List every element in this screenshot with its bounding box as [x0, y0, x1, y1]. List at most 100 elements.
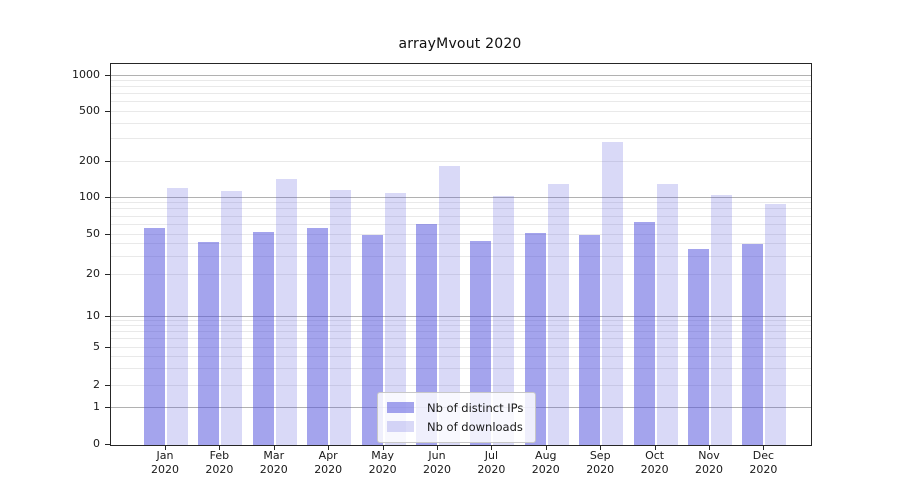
y-gridline-minor: [111, 355, 811, 357]
x-tick-label: Jan 2020: [135, 449, 195, 477]
bar-distinct-ips: [198, 242, 220, 445]
y-gridline-minor: [111, 215, 811, 217]
y-gridline-minor: [111, 346, 811, 348]
x-tick-mark: [165, 445, 166, 450]
x-tick-label-month: Jan: [156, 449, 174, 462]
x-tick-mark: [545, 445, 547, 450]
x-tick-mark: [709, 445, 710, 450]
bar-distinct-ips: [307, 228, 329, 445]
bar-downloads: [167, 188, 188, 445]
y-tick-label: 0: [93, 437, 100, 450]
bar-distinct-ips: [633, 222, 655, 445]
y-tick-mark: [105, 110, 110, 112]
y-gridline-minor: [111, 331, 811, 333]
bar-distinct-ips: [688, 249, 709, 445]
x-tick-label: Jul 2020: [461, 449, 521, 477]
x-tick-label-year: 2020: [205, 463, 234, 476]
bar-downloads: [330, 190, 352, 445]
y-gridline-minor: [111, 79, 811, 81]
y-gridline-minor: [111, 256, 811, 258]
x-tick-label-year: 2020: [749, 463, 778, 476]
x-tick-label-year: 2020: [423, 463, 451, 476]
x-tick-label: Sep 2020: [570, 449, 630, 477]
x-tick-label-month: Dec: [752, 449, 775, 462]
y-gridline-minor: [111, 138, 811, 140]
x-tick-label: Dec 2020: [733, 449, 793, 477]
x-tick-mark: [491, 445, 493, 450]
legend-row: Nb of downloads: [387, 417, 523, 436]
bar-downloads: [711, 194, 732, 445]
bar-distinct-ips: [416, 223, 437, 445]
x-tick-label-month: Feb: [209, 449, 230, 462]
y-gridline-minor: [111, 384, 811, 386]
y-tick-mark: [105, 274, 110, 275]
y-tick-mark: [105, 74, 110, 76]
x-tick-mark: [382, 445, 384, 450]
bar-downloads: [384, 192, 406, 445]
y-tick-mark: [105, 346, 110, 348]
x-tick-label-month: Oct: [645, 449, 665, 462]
y-tick-label: 1: [93, 400, 100, 413]
y-tick-mark: [105, 315, 110, 317]
y-gridline-minor: [111, 274, 811, 275]
bar-downloads: [439, 165, 460, 445]
bar-downloads: [275, 179, 297, 445]
x-tick-mark: [273, 445, 275, 450]
x-tick-label: Feb 2020: [189, 449, 249, 477]
x-tick-mark: [763, 445, 765, 450]
x-tick-label-month: Jun: [428, 449, 446, 462]
x-tick-label: Mar 2020: [244, 449, 304, 477]
legend-swatch-distinct-ips: [387, 402, 414, 413]
y-tick-mark: [105, 160, 110, 162]
x-tick-mark: [654, 445, 656, 450]
x-tick-label: May 2020: [353, 449, 413, 477]
y-gridline-minor: [111, 86, 811, 88]
y-tick-label: 50: [86, 226, 100, 240]
y-tick-label: 20: [86, 267, 100, 280]
y-gridline-minor: [111, 367, 811, 369]
y-gridline-minor: [111, 338, 811, 340]
x-tick-mark: [219, 445, 221, 450]
y-tick-label: 200: [79, 153, 100, 167]
x-tick-label-year: 2020: [368, 463, 397, 476]
y-gridline-minor: [111, 325, 811, 327]
y-tick-label: 1000: [72, 67, 100, 81]
x-tick-label: Apr 2020: [298, 449, 358, 477]
y-gridline-minor: [111, 101, 811, 103]
bar-downloads: [656, 183, 678, 445]
y-tick-mark: [105, 444, 110, 445]
y-tick-mark: [105, 407, 110, 408]
y-gridline-minor: [111, 110, 811, 112]
y-tick-label: 500: [79, 103, 100, 117]
legend-swatch-downloads: [387, 421, 414, 432]
x-tick-label-year: 2020: [259, 463, 288, 476]
bar-downloads: [221, 191, 243, 445]
x-tick-mark: [600, 445, 602, 450]
y-gridline-minor: [111, 202, 811, 204]
x-tick-label: Nov 2020: [679, 449, 739, 477]
x-tick-label-month: Aug: [535, 449, 557, 462]
bar-distinct-ips: [579, 234, 601, 445]
chart-legend: Nb of distinct IPs Nb of downloads: [377, 392, 537, 443]
x-tick-label-month: Sep: [589, 449, 611, 462]
y-gridline-minor: [111, 160, 811, 162]
y-tick-mark: [105, 196, 110, 198]
y-gridline-major: [111, 315, 811, 317]
x-tick-label-month: Nov: [698, 449, 720, 462]
x-tick-label: Jun 2020: [407, 449, 467, 477]
bar-downloads: [547, 183, 569, 445]
legend-label: Nb of distinct IPs: [427, 400, 524, 415]
legend-label: Nb of downloads: [427, 419, 523, 434]
x-tick-label-year: 2020: [314, 463, 343, 476]
y-gridline-minor: [111, 243, 811, 245]
y-gridline-minor: [111, 320, 811, 322]
bar-distinct-ips: [742, 244, 764, 445]
plot-area: [110, 63, 812, 446]
y-tick-label: 5: [93, 339, 100, 353]
legend-row: Nb of distinct IPs: [387, 398, 523, 417]
x-tick-label-year: 2020: [477, 463, 506, 476]
bar-downloads: [602, 142, 624, 445]
x-tick-label-month: Apr: [318, 449, 338, 462]
x-tick-label-year: 2020: [586, 463, 615, 476]
chart-title: arrayMvout 2020: [398, 36, 522, 52]
